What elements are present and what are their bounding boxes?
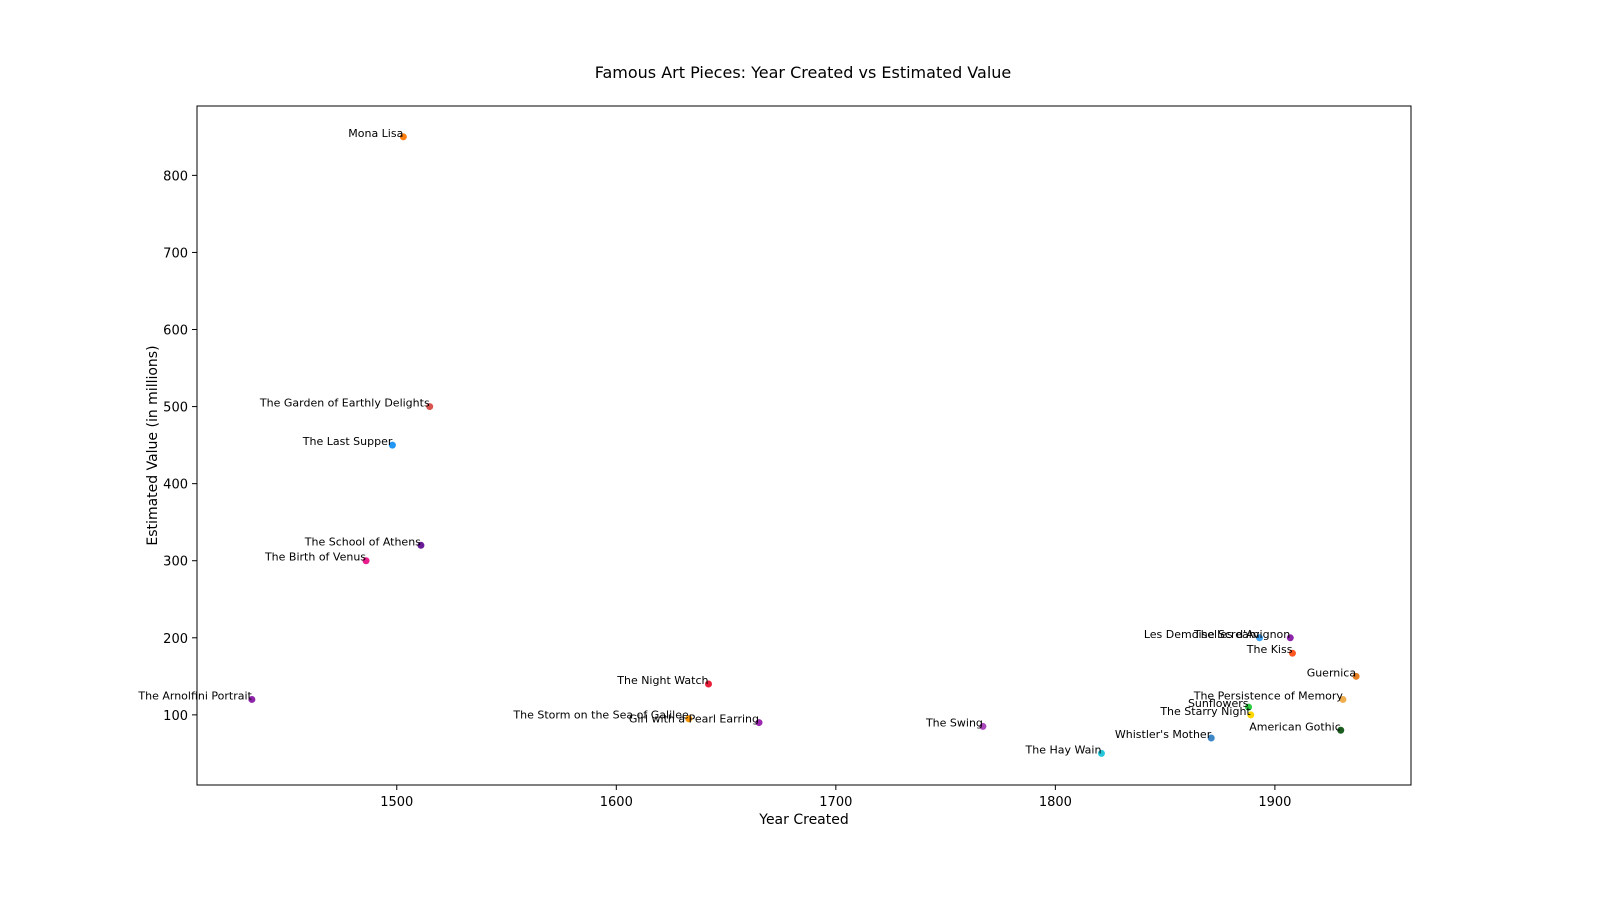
data-point bbox=[755, 719, 763, 727]
data-labels: Mona Lisa The Garden of Earthly Delights T… bbox=[137, 127, 1356, 757]
data-point bbox=[417, 541, 425, 549]
y-tick-label: 600 bbox=[163, 324, 188, 339]
y-tick-label: 500 bbox=[163, 401, 188, 416]
data-point bbox=[1352, 672, 1360, 680]
data-point-label: American Gothic bbox=[1249, 720, 1341, 733]
data-point bbox=[362, 557, 370, 565]
data-point-label: Whistler's Mother bbox=[1115, 728, 1212, 741]
data-point bbox=[248, 695, 256, 703]
data-point-label: Girl with a Pearl Earring bbox=[629, 713, 759, 726]
data-points bbox=[248, 133, 1360, 757]
data-point bbox=[1339, 695, 1347, 703]
y-tick-label: 300 bbox=[163, 555, 188, 570]
y-tick-label: 700 bbox=[163, 246, 188, 261]
data-point-label: The Arnolfini Portrait bbox=[137, 689, 252, 702]
data-point-label: The Garden of Earthly Delights bbox=[259, 397, 430, 410]
data-point-label: The School of Athens bbox=[304, 535, 421, 548]
x-axis-title: Year Created bbox=[758, 812, 849, 828]
data-point bbox=[426, 403, 434, 411]
data-point-label: The Swing bbox=[925, 716, 983, 729]
data-point-label: The Hay Wain bbox=[1025, 743, 1102, 756]
data-point bbox=[388, 441, 396, 449]
data-point-label: Mona Lisa bbox=[348, 127, 403, 140]
data-point-label: Les Demoiselles d'Avignon bbox=[1144, 628, 1290, 641]
data-point-label: The Night Watch bbox=[616, 674, 708, 687]
data-point bbox=[1247, 711, 1255, 719]
data-point bbox=[1245, 703, 1253, 711]
data-point-label: The Birth of Venus bbox=[264, 551, 366, 564]
data-point bbox=[1337, 726, 1345, 734]
data-point bbox=[705, 680, 713, 688]
x-tick-label: 1500 bbox=[380, 795, 413, 810]
data-point bbox=[979, 722, 987, 730]
data-point bbox=[1288, 649, 1296, 657]
data-point bbox=[685, 715, 693, 723]
x-tick-label: 1700 bbox=[819, 795, 852, 810]
plot-frame bbox=[196, 105, 1412, 786]
data-point bbox=[1256, 634, 1264, 642]
data-point bbox=[1097, 749, 1105, 757]
axes: 1500 1600 1700 1800 1900 100 200 300 400 500 600 70… bbox=[163, 169, 1291, 810]
data-point-label: The Last Supper bbox=[302, 435, 393, 448]
y-axis-title: Estimated Value (in millions) bbox=[145, 345, 161, 545]
x-tick-label: 1800 bbox=[1039, 795, 1072, 810]
data-point-label: The Persistence of Memory bbox=[1193, 689, 1344, 702]
y-tick-label: 800 bbox=[163, 169, 188, 184]
y-tick-label: 200 bbox=[163, 632, 188, 647]
chart-title: Famous Art Pieces: Year Created vs Estim… bbox=[595, 63, 1012, 82]
data-point-label: The Kiss bbox=[1246, 643, 1293, 656]
data-point-label: The Starry Night bbox=[1159, 705, 1251, 718]
data-point bbox=[1286, 634, 1294, 642]
y-tick-label: 100 bbox=[163, 709, 188, 724]
data-point-label: Guernica bbox=[1307, 666, 1356, 679]
y-tick-label: 400 bbox=[163, 478, 188, 493]
data-point bbox=[399, 133, 407, 141]
data-point-label: The Scream bbox=[1193, 628, 1260, 641]
data-point-label: Sunflowers bbox=[1188, 697, 1249, 710]
data-point bbox=[1207, 734, 1215, 742]
x-tick-label: 1600 bbox=[600, 795, 633, 810]
data-point-label: The Storm on the Sea of Galilee bbox=[512, 709, 689, 722]
x-tick-label: 1900 bbox=[1258, 795, 1291, 810]
